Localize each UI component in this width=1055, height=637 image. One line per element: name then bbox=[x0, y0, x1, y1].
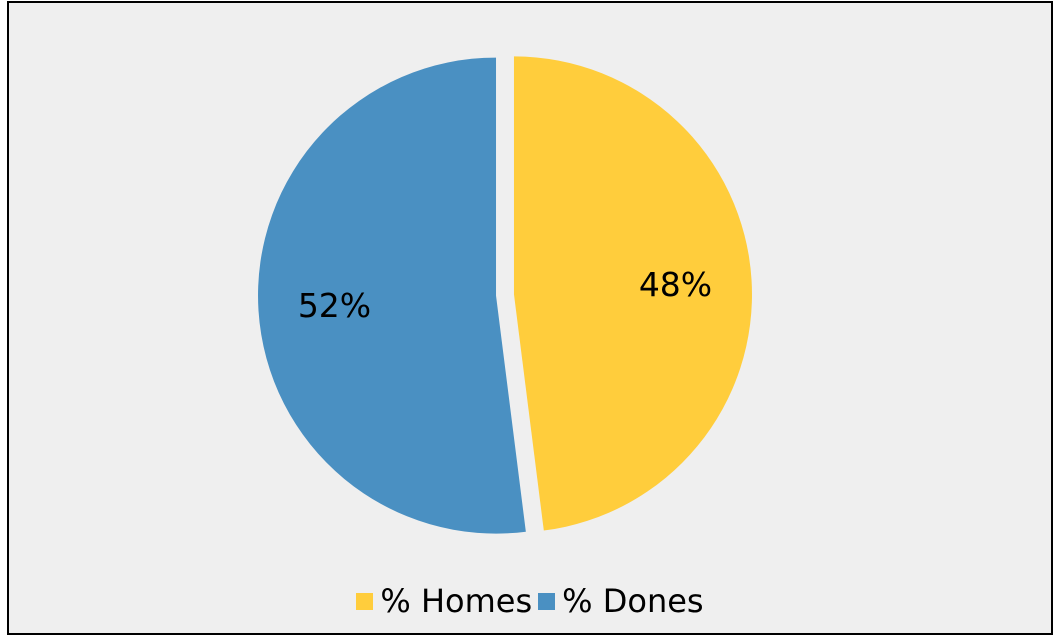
legend-swatch-homes bbox=[356, 592, 374, 610]
pie-slice-homes bbox=[513, 56, 752, 531]
chart-area: 48% 52% % Homes % Dones bbox=[7, 1, 1053, 635]
data-label-dones: 52% bbox=[298, 286, 371, 325]
data-label-homes: 48% bbox=[639, 265, 712, 304]
legend: % Homes % Dones bbox=[9, 581, 1051, 621]
legend-label-homes: % Homes bbox=[380, 582, 533, 620]
pie-chart: 48% 52% bbox=[258, 56, 752, 534]
legend-item-dones: % Dones bbox=[538, 581, 704, 621]
legend-label-dones: % Dones bbox=[562, 582, 704, 620]
legend-item-homes: % Homes bbox=[356, 581, 532, 621]
legend-swatch-dones bbox=[538, 592, 556, 610]
pie-slice-dones bbox=[258, 57, 526, 534]
